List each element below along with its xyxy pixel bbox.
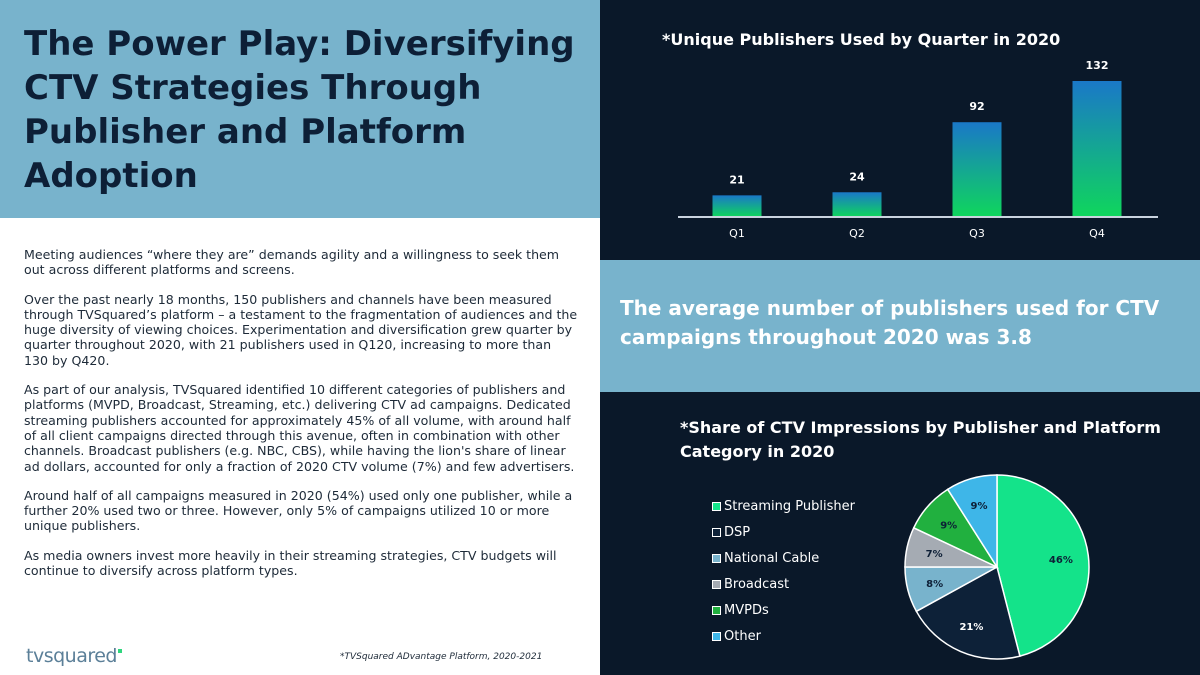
paragraph-3: As part of our analysis, TVSquared ident… — [24, 382, 575, 474]
pie-slice-dsp — [915, 565, 1021, 660]
title-panel: The Power Play: Diversifying CTV Strateg… — [0, 0, 600, 218]
legend-item-streaming-publisher: Streaming Publisher — [712, 493, 855, 519]
paragraph-2: Over the past nearly 18 months, 150 publ… — [24, 291, 578, 368]
pie-legend: Streaming Publisher DSP National Cable B… — [712, 493, 855, 649]
bar-q4 — [1072, 81, 1122, 217]
tvsquared-logo: tvsquared — [26, 645, 122, 667]
pie-data-label: 7% — [926, 549, 943, 560]
x-tick-label: Q4 — [1089, 227, 1105, 240]
logo-square-icon — [117, 649, 122, 653]
pie-slice-streaming-publisher — [996, 474, 1090, 658]
pie-data-label: 8% — [926, 579, 943, 590]
legend-label: Other — [724, 628, 761, 644]
legend-item-broadcast: Broadcast — [712, 571, 855, 597]
paragraph-4: Around half of all campaigns measured in… — [24, 487, 573, 534]
bar-data-label: 132 — [1086, 59, 1109, 72]
paragraph-5: As media owners invest more heavily in t… — [24, 547, 557, 579]
legend-label: Streaming Publisher — [724, 498, 855, 514]
x-tick-label: Q1 — [729, 227, 745, 240]
pie-slice-other — [946, 474, 998, 570]
stat-text: The average number of publishers used fo… — [620, 296, 1160, 349]
x-tick-label: Q2 — [849, 227, 865, 240]
legend-swatch — [712, 605, 721, 615]
pie-data-label: 9% — [971, 501, 988, 512]
legend-label: MVPDs — [724, 602, 769, 618]
legend-item-dsp: DSP — [712, 519, 855, 545]
pie-chart: 46% 21% 8% 7% 9% 9% — [904, 474, 1090, 660]
stat-callout: The average number of publishers used fo… — [600, 260, 1200, 392]
body-text: Meeting audiences “where they are” deman… — [24, 247, 579, 592]
pie-data-label: 9% — [940, 520, 957, 531]
legend-swatch — [712, 579, 721, 589]
source-note: *TVSquared ADvantage Platform, 2020-2021 — [340, 652, 543, 662]
bar-data-label: 21 — [729, 173, 744, 186]
legend-label: DSP — [724, 524, 751, 540]
bar-data-label: 24 — [849, 170, 865, 183]
legend-swatch — [712, 631, 721, 641]
legend-swatch — [712, 501, 721, 511]
legend-item-mvpds: MVPDs — [712, 597, 855, 623]
bar-q2 — [832, 192, 882, 217]
pie-data-label: 21% — [959, 622, 983, 633]
paragraph-1: Meeting audiences “where they are” deman… — [24, 247, 560, 278]
legend-swatch — [712, 553, 721, 563]
legend-label: Broadcast — [724, 576, 790, 592]
bar-data-label: 92 — [969, 100, 984, 113]
legend-item-national-cable: National Cable — [712, 545, 855, 571]
x-tick-label: Q3 — [969, 227, 985, 240]
pie-data-label: 46% — [1049, 555, 1073, 566]
legend-item-other: Other — [712, 623, 855, 649]
logo-text: tvsquared — [26, 645, 117, 667]
page-title: The Power Play: Diversifying CTV Strateg… — [24, 24, 575, 196]
legend-swatch — [712, 527, 721, 537]
legend-label: National Cable — [724, 550, 820, 566]
bar-chart-title: *Unique Publishers Used by Quarter in 20… — [662, 30, 1061, 49]
bar-chart: 21 Q1 24 Q2 92 Q3 132 Q4 — [678, 59, 1158, 240]
pie-chart-title: *Share of CTV Impressions by Publisher a… — [680, 418, 1161, 461]
bar-q1 — [712, 195, 762, 217]
bar-q3 — [952, 122, 1002, 217]
